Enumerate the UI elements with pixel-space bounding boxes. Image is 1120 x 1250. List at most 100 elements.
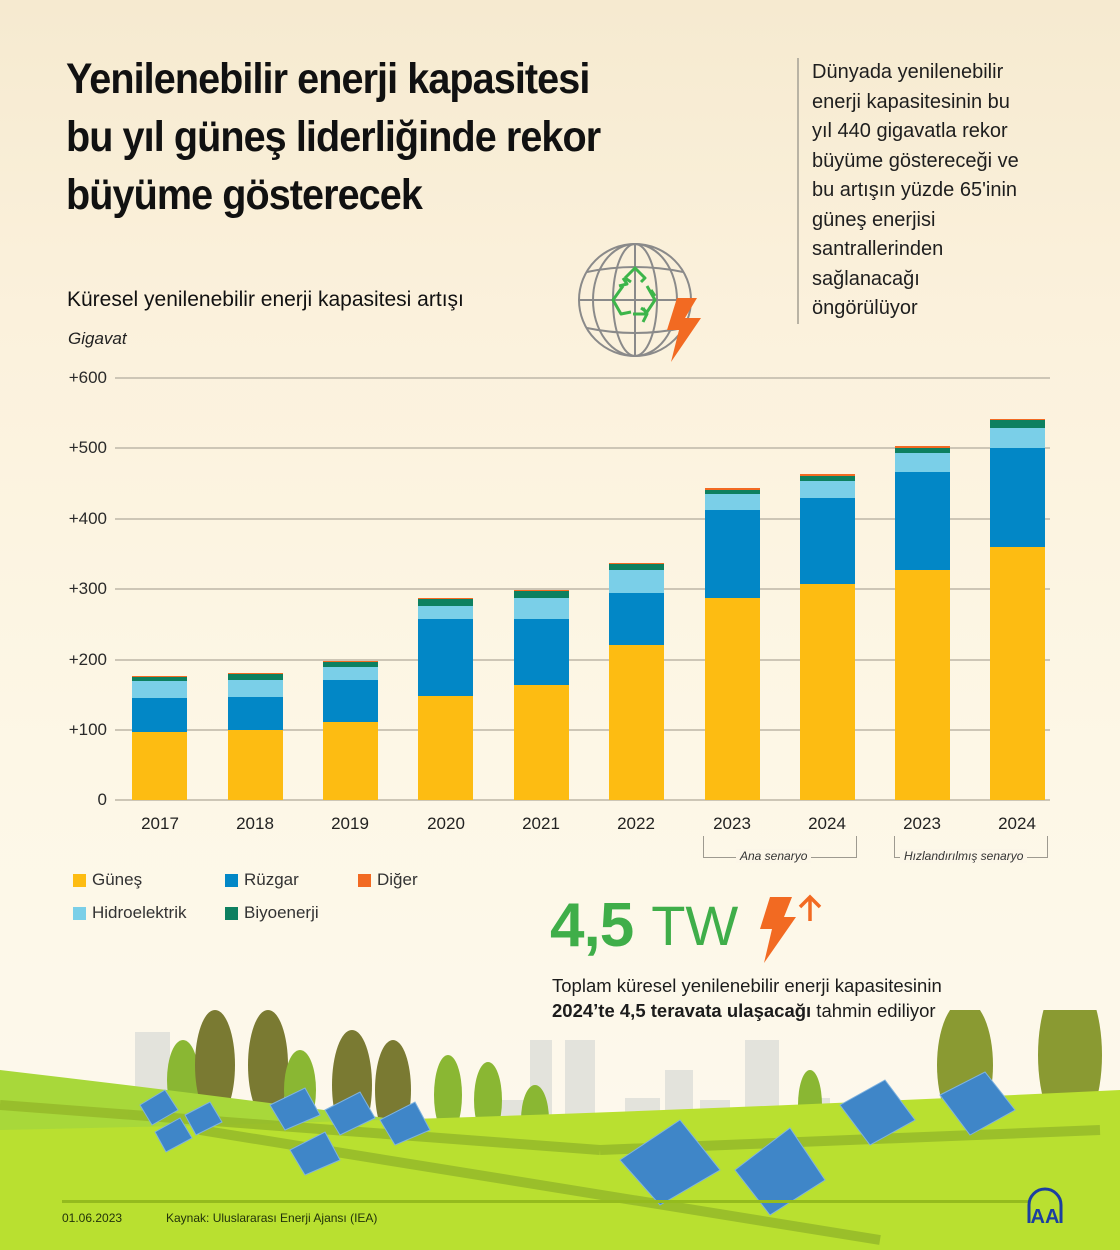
bar-segment [705, 489, 760, 495]
bar-segment [990, 546, 1045, 800]
bar-segment [895, 447, 950, 453]
x-tick: 2017 [141, 814, 179, 833]
legend-label: Rüzgar [244, 870, 299, 889]
bar-segment [895, 452, 950, 473]
y-tick: +200 [68, 650, 107, 669]
summary-line: bu artışın yüzde 65'inin [812, 179, 1018, 201]
bar-segment [323, 667, 378, 680]
bar-segment [800, 475, 855, 482]
stat-desc-rest: tahmin ediliyor [811, 1000, 936, 1021]
bar-segment [514, 618, 569, 686]
bar-segment [514, 685, 569, 800]
legend-label: Hidroelektrik [92, 903, 187, 922]
y-tick: +300 [68, 579, 107, 598]
x-tick: 2018 [236, 814, 274, 833]
gridline-500 [115, 447, 1050, 449]
bar-segment [609, 570, 664, 594]
footer-source: Kaynak: Uluslararası Enerji Ajansı (IEA) [166, 1211, 378, 1225]
legend-swatch [358, 873, 371, 887]
legend-item-other: Diğer [358, 870, 418, 890]
bar-segment [418, 598, 473, 606]
summary-line: Dünyada yenilenebilir [812, 61, 1004, 83]
bar-segment [990, 448, 1045, 547]
summary-line: santrallerinden [812, 238, 944, 260]
summary-line: güneş enerjisi [812, 208, 936, 231]
legend-label: Güneş [92, 870, 143, 889]
chart-title: Küresel yenilenebilir enerji kapasitesi … [67, 288, 464, 311]
headline-line-3: büyüme gösterecek [66, 171, 423, 219]
stat-desc-line-2: 2024’te 4,5 teravata ulaşacağı tahmin ed… [552, 998, 942, 1023]
bar-segment [990, 420, 1045, 428]
bar-segment [705, 494, 760, 511]
bar-segment [800, 481, 855, 499]
bar-segment [895, 446, 950, 448]
gridline-100 [115, 729, 1050, 731]
bar-segment [514, 591, 569, 599]
gridline-300 [115, 588, 1050, 590]
gridline-600 [115, 377, 1050, 379]
gridline-0 [115, 799, 1050, 801]
x-tick: 2020 [427, 814, 465, 833]
bar-segment [323, 661, 378, 663]
y-tick: 0 [97, 790, 107, 809]
bar-segment [609, 645, 664, 800]
landscape-illustration [0, 1010, 1120, 1250]
bar-segment [990, 418, 1045, 421]
stat-desc-line-1: Toplam küresel yenilenebilir enerji kapa… [552, 975, 942, 996]
bar-segment [800, 474, 855, 476]
bar-segment [323, 679, 378, 722]
bar-segment [800, 498, 855, 585]
bar-segment [132, 676, 187, 682]
main-scenario-label: Ana senaryo [736, 849, 812, 863]
legend-item-wind: Rüzgar [225, 870, 299, 890]
gridline-400 [115, 518, 1050, 520]
headline-line-1: Yenilenebilir enerji kapasitesi [66, 55, 590, 103]
bar-segment [323, 721, 378, 800]
summary-line: öngörülüyor [812, 297, 918, 319]
y-tick: +600 [68, 368, 107, 387]
legend-swatch [225, 873, 238, 887]
stat-value: 4,5 [550, 891, 634, 960]
accelerated-scenario-label: Hızlandırılmış senaryo [900, 849, 1028, 863]
x-tick: 2023 [903, 814, 941, 833]
aa-logo-icon: AA [1027, 1187, 1063, 1227]
summary-line: yıl 440 gigavatla rekor [812, 120, 1008, 142]
chart-unit-label: Gigavat [68, 329, 127, 348]
legend-item-solar: Güneş [73, 870, 142, 890]
bar-segment [418, 695, 473, 800]
bar-segment [609, 593, 664, 646]
bar-segment [132, 681, 187, 698]
legend-label: Biyoenerji [244, 903, 319, 922]
bar-segment [895, 472, 950, 570]
stat-desc-bold: 2024’te 4,5 teravata ulaşacağı [552, 1000, 812, 1021]
y-tick: +100 [68, 720, 107, 739]
bar-segment [228, 673, 283, 675]
bar-segment [132, 698, 187, 732]
bar-segment [705, 510, 760, 599]
bar-segment [228, 696, 283, 731]
bar-segment [323, 662, 378, 668]
x-tick: 2022 [617, 814, 655, 833]
bar-segment [609, 563, 664, 570]
bar-segment [895, 570, 950, 800]
x-tick: 2024 [808, 814, 846, 833]
globe-recycle-lightning-icon [578, 243, 701, 362]
svg-text:AA: AA [1031, 1206, 1060, 1227]
bar-segment [705, 488, 760, 490]
headline-stat: 4,5 TW [550, 891, 822, 963]
bar-segment [990, 427, 1045, 449]
bar-segment [228, 674, 283, 680]
summary-line: sağlanacağı [812, 267, 920, 290]
headline: Yenilenebilir enerji kapasitesi bu yıl g… [66, 50, 710, 224]
stat-unit: TW [651, 894, 739, 957]
bar-segment [514, 590, 569, 592]
stacked-bar-chart: +600 +500 +400 +300 +200 +100 0 2017 201… [68, 368, 1050, 863]
legend-swatch [73, 873, 86, 887]
lightning-up-arrow-icon [760, 894, 822, 963]
stat-description: Toplam küresel yenilenebilir enerji kapa… [552, 973, 942, 1023]
bar-segment [228, 679, 283, 697]
chart-legend: Güneş Rüzgar Diğer Hidroelektrik Biyoene… [73, 870, 493, 930]
summary-line: büyüme göstereceği ve [812, 149, 1019, 172]
legend-swatch [225, 906, 238, 920]
y-tick: +500 [68, 438, 107, 457]
